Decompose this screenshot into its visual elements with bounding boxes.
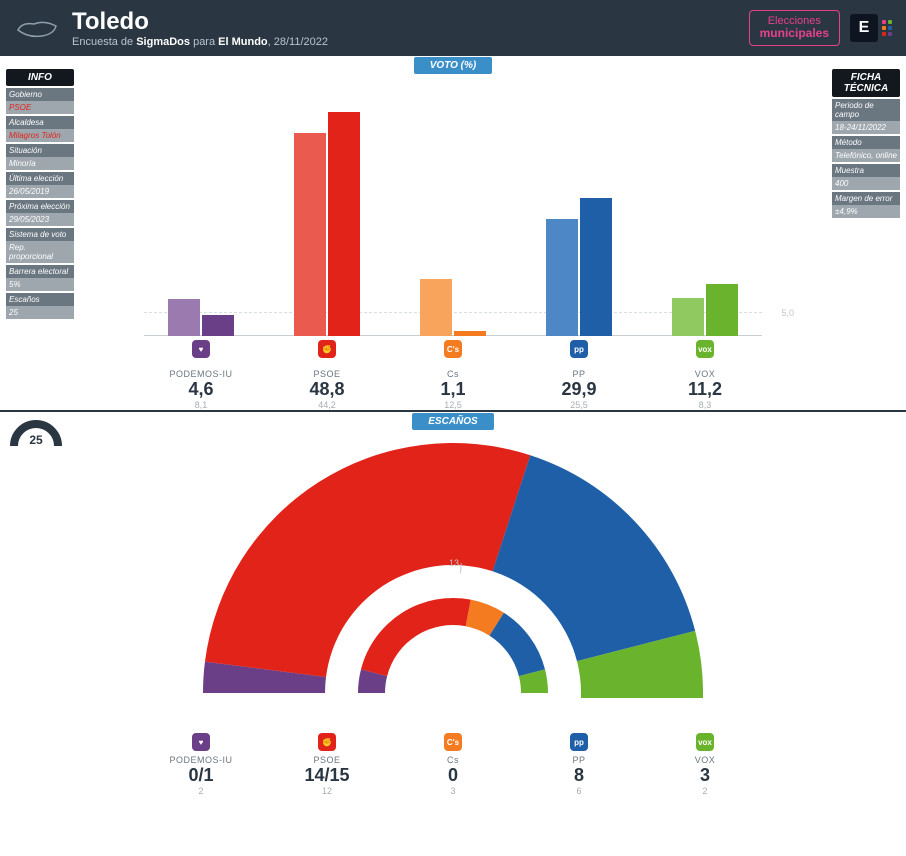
hemicycle-chart [203,438,703,698]
party-icon: pp [570,340,588,358]
seats-section: ESCAÑOS 25 13 ♥PODEMOS-IU0/12 ✊PSOE14/151… [0,410,906,856]
info-panel: INFO GobiernoPSOEAlcaldesaMilagros Tolón… [6,69,74,321]
info-row: MétodoTelefónico, online [832,136,900,162]
total-seats-arc: 25 [10,420,62,446]
page-subtitle: Encuesta de SigmaDos para El Mundo, 28/1… [72,36,328,48]
brand-logo: E [850,14,892,42]
seat-slice [205,443,530,677]
seat-label: ppPP86 [546,733,612,796]
seat-slice [361,598,471,676]
party-label: VOX11,28,3 [672,369,738,410]
seat-label: ♥PODEMOS-IU0/12 [168,733,234,796]
election-type-badge: Elecciones municipales [749,10,840,45]
party-icon: ✊ [318,340,336,358]
bar-pair: C's [420,279,486,337]
info-row: AlcaldesaMilagros Tolón [6,116,74,142]
ref-line-label: 5,0 [781,308,794,318]
info-row: GobiernoPSOE [6,88,74,114]
ficha-panel: FICHA TÉCNICA Periodo de campo18-24/11/2… [832,69,900,220]
info-row: Periodo de campo18-24/11/2022 [832,99,900,134]
vote-chart: 5,0 ♥ ✊ C's pp vox PODEMOS-IU4,68,1 PSOE48,84… [72,80,834,410]
vote-section: VOTO (%) INFO GobiernoPSOEAlcaldesaMilag… [0,55,906,410]
vote-tag: VOTO (%) [414,57,492,74]
page-title: Toledo [72,8,328,36]
bar-pair: vox [672,284,738,336]
bar-pair: ✊ [294,112,360,336]
majority-label: 13 [449,558,459,568]
info-row: Próxima elección29/05/2023 [6,200,74,226]
info-row: Barrera electoral5% [6,265,74,291]
party-icon: ♥ [192,340,210,358]
seat-label: ✊PSOE14/1512 [294,733,360,796]
party-label: PP29,925,5 [546,369,612,410]
bar-pair: pp [546,198,612,336]
info-row: Sistema de votoRep. proporcional [6,228,74,263]
bar-pair: ♥ [168,299,234,336]
svg-text:25: 25 [29,433,43,446]
header: Toledo Encuesta de SigmaDos para El Mund… [0,0,906,56]
seats-tag: ESCAÑOS [412,413,493,430]
party-label: PSOE48,844,2 [294,369,360,410]
seat-label: voxVOX32 [672,733,738,796]
party-icon: C's [444,340,462,358]
info-row: Margen de error±4,9% [832,192,900,218]
party-icon: vox [696,340,714,358]
info-row: SituaciónMinoría [6,144,74,170]
party-label: PODEMOS-IU4,68,1 [168,369,234,410]
seat-label: C'sCs03 [420,733,486,796]
info-row: Escaños25 [6,293,74,319]
info-row: Última elección26/05/2019 [6,172,74,198]
region-icon [14,14,60,42]
party-label: Cs1,112,5 [420,369,486,410]
info-row: Muestra400 [832,164,900,190]
